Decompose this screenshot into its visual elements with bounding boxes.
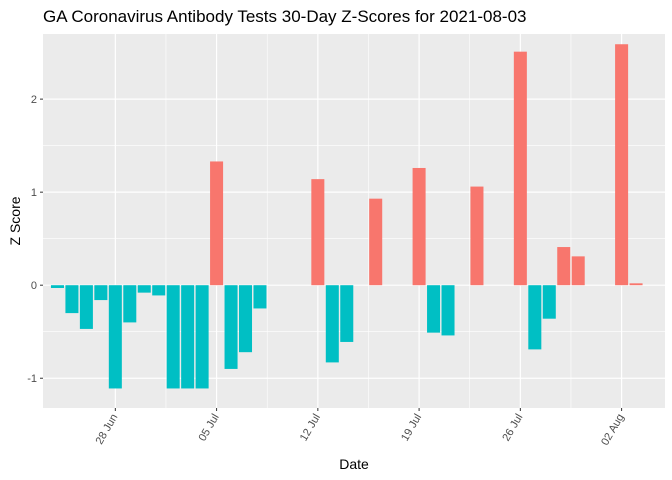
x-axis: 28 Jun 05 Jul 12 Jul 19 Jul 26 Jul 02 Aug (94, 408, 627, 448)
y-tick-label: -1 (27, 373, 37, 385)
y-tick-label: 1 (31, 187, 37, 199)
bar (65, 285, 79, 314)
bar (412, 167, 426, 286)
bar (253, 285, 267, 309)
y-tick-label: 2 (31, 94, 37, 106)
bar (94, 285, 108, 301)
bar (166, 285, 180, 389)
x-tick-label: 12 Jul (298, 412, 323, 443)
x-axis-title: Date (339, 456, 369, 472)
plot-panel (43, 34, 665, 408)
bar (557, 247, 571, 286)
bars (50, 44, 643, 389)
bar (528, 285, 542, 350)
bar (470, 186, 484, 286)
bar (542, 285, 556, 319)
bar (513, 51, 527, 286)
y-axis: -1 0 1 2 (27, 94, 43, 385)
bar (311, 179, 325, 286)
bar (441, 285, 455, 336)
bar (152, 285, 166, 296)
x-tick-label: 28 Jun (94, 412, 121, 447)
bar (79, 285, 93, 329)
bar (123, 285, 137, 323)
bar (181, 285, 195, 389)
bar (224, 285, 238, 369)
bar (195, 285, 209, 389)
y-axis-title: Z Score (7, 196, 23, 245)
y-tick-label: 0 (31, 280, 37, 292)
bar (108, 285, 122, 389)
bar (50, 285, 64, 288)
x-tick-label: 02 Aug (599, 412, 627, 448)
bar (629, 283, 643, 286)
bar (615, 44, 629, 286)
chart-title: GA Coronavirus Antibody Tests 30-Day Z-S… (43, 7, 526, 26)
bar (210, 161, 224, 286)
bar (369, 198, 383, 286)
bar (239, 285, 253, 353)
x-tick-label: 26 Jul (500, 412, 525, 443)
bar (571, 256, 585, 286)
bar (325, 285, 339, 363)
x-tick-label: 05 Jul (197, 412, 222, 443)
bar (427, 285, 441, 333)
bar (340, 285, 354, 342)
bar (137, 285, 151, 293)
x-tick-label: 19 Jul (399, 412, 424, 443)
